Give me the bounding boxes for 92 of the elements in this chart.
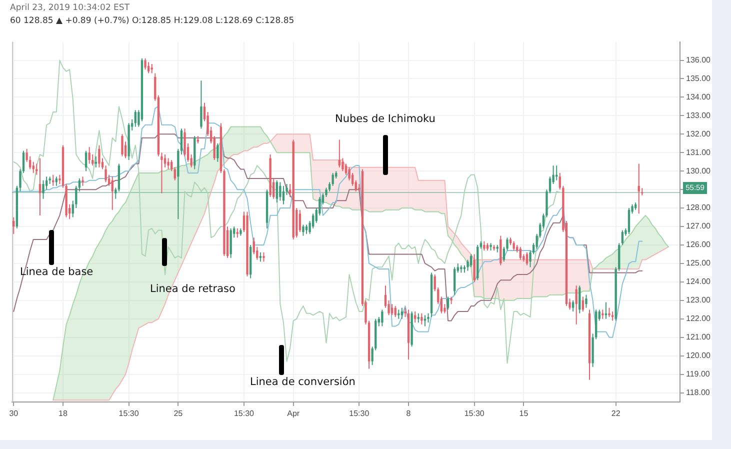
candlestick bbox=[575, 285, 578, 325]
y-tick-label: 121.00 bbox=[686, 332, 712, 342]
candlestick bbox=[417, 312, 420, 324]
candlestick bbox=[381, 309, 384, 327]
candlestick bbox=[282, 185, 285, 205]
y-tick-label: 125.00 bbox=[686, 258, 712, 268]
y-tick-label: 133.00 bbox=[686, 110, 712, 120]
candlestick bbox=[585, 294, 588, 308]
annotation: Linea de retraso bbox=[150, 283, 236, 295]
candlestick bbox=[42, 180, 44, 200]
x-tick-label: 15:30 bbox=[349, 409, 370, 418]
candlestick bbox=[12, 216, 15, 234]
candlestick bbox=[621, 230, 624, 246]
candlestick bbox=[216, 142, 219, 162]
y-tick-label: 124.00 bbox=[686, 277, 712, 286]
candlestick bbox=[121, 134, 124, 157]
x-tick-label: 30 bbox=[9, 409, 19, 418]
x-tick-label: 15 bbox=[519, 409, 529, 418]
candlestick bbox=[454, 266, 456, 296]
candlestick bbox=[88, 146, 90, 164]
candlestick bbox=[38, 158, 42, 216]
candlestick bbox=[114, 187, 117, 200]
candlestick bbox=[276, 180, 278, 204]
candlestick bbox=[134, 110, 136, 128]
candlestick bbox=[332, 172, 334, 186]
x-tick-label: 15:30 bbox=[118, 409, 140, 418]
y-tick-label: 118.00 bbox=[686, 388, 710, 397]
candlestick bbox=[526, 252, 528, 266]
candlestick bbox=[150, 63, 153, 74]
candlestick bbox=[84, 150, 88, 172]
candlestick bbox=[608, 307, 610, 318]
y-tick-label: 130.00 bbox=[686, 166, 712, 176]
candlestick bbox=[602, 309, 604, 320]
y-tick-label: 135.00 bbox=[686, 74, 712, 83]
candlestick bbox=[164, 154, 166, 168]
candlestick bbox=[414, 310, 416, 324]
x-tick-label: Apr bbox=[287, 409, 300, 418]
candlestick bbox=[344, 163, 348, 176]
candlestick bbox=[578, 285, 581, 314]
candlestick bbox=[446, 296, 450, 310]
candlestick bbox=[390, 304, 394, 316]
annotation: Linea de conversión bbox=[250, 376, 356, 388]
candlestick bbox=[483, 240, 486, 252]
candlestick bbox=[611, 310, 614, 322]
y-tick-label: 128.00 bbox=[686, 203, 712, 212]
candlestick bbox=[638, 163, 640, 214]
candlestick bbox=[32, 161, 34, 174]
y-tick-label: 119.00 bbox=[686, 369, 710, 378]
candlestick bbox=[259, 252, 262, 262]
x-tick-label: 15:30 bbox=[464, 409, 485, 418]
y-tick-label: 134.00 bbox=[686, 92, 712, 102]
candlestick bbox=[512, 240, 515, 252]
candlestick bbox=[302, 224, 304, 236]
y-tick-label: 132.00 bbox=[686, 129, 712, 138]
candlestick bbox=[200, 80, 202, 130]
x-tick-label: 15:30 bbox=[234, 409, 255, 418]
candlestick bbox=[420, 312, 423, 325]
candlestick bbox=[427, 312, 430, 324]
y-tick-label: 122.00 bbox=[686, 314, 712, 324]
candlestick bbox=[111, 176, 114, 210]
y-tick-label: 127.00 bbox=[686, 222, 712, 231]
candlestick bbox=[104, 165, 107, 183]
annotation: Nubes de Ichimoku bbox=[335, 113, 436, 125]
x-tick-label: 18 bbox=[58, 409, 68, 418]
candlestick bbox=[98, 144, 100, 168]
candlestick bbox=[470, 254, 472, 268]
candlestick bbox=[144, 58, 146, 70]
candlestick bbox=[262, 252, 265, 262]
chart-title: 60 128.85 ▲ +0.89 (+0.7%) O:128.85 H:129.08 L:128.69 C:128.85 bbox=[10, 16, 294, 26]
candlestick bbox=[298, 209, 302, 233]
x-tick-label: 22 bbox=[611, 409, 621, 418]
y-tick-label: 136.00 bbox=[686, 55, 712, 64]
y-tick-label: 126.00 bbox=[686, 240, 712, 250]
candlestick bbox=[572, 300, 574, 312]
x-tick-label: 25 bbox=[174, 409, 184, 418]
candlestick bbox=[519, 246, 522, 260]
candlestick bbox=[582, 296, 584, 312]
candlestick bbox=[82, 176, 84, 186]
y-tick-label: 131.00 bbox=[686, 148, 712, 157]
candlestick bbox=[473, 254, 476, 282]
candlestick bbox=[147, 62, 150, 74]
candlestick bbox=[170, 160, 173, 172]
candlestick bbox=[279, 182, 282, 202]
y-tick-label: 120.00 bbox=[686, 351, 712, 360]
candlestick bbox=[628, 208, 630, 234]
candlestick bbox=[167, 158, 170, 170]
chart-subtitle: April 23, 2019 10:34:02 EST bbox=[10, 3, 130, 13]
candlestick bbox=[174, 166, 176, 181]
candlestick bbox=[338, 139, 341, 168]
y-tick-label: 123.00 bbox=[686, 296, 712, 305]
x-tick-label: 8 bbox=[406, 409, 412, 418]
candlestick bbox=[236, 228, 238, 238]
